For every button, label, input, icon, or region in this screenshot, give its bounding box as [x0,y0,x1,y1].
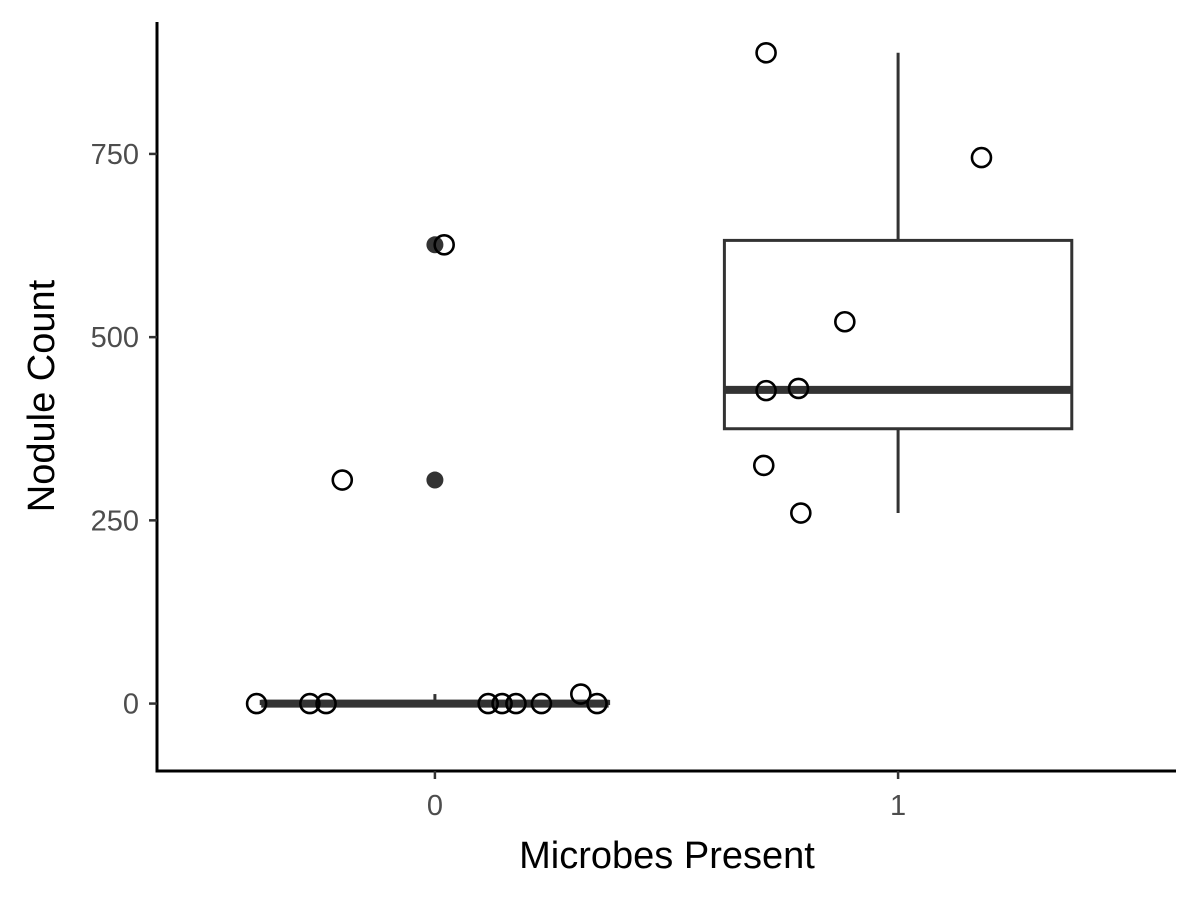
data-point [530,692,553,715]
y-tick-label: 500 [91,322,139,354]
data-point [245,692,268,715]
data-point [755,379,777,402]
data-point [299,692,321,715]
x-tick-label: 1 [890,790,906,822]
data-point [790,502,812,524]
data-point [755,41,777,64]
x-tick-label: 0 [427,790,443,822]
y-axis-title: Nodule Count [21,279,63,512]
box-iqr [722,238,1074,431]
y-tick-label: 0 [123,689,139,721]
data-point [586,692,608,715]
data-point [787,377,810,400]
plot-panel [245,41,1074,715]
data-point [315,692,337,715]
data-point [433,233,455,256]
y-tick-label: 750 [91,139,139,171]
data-point [331,469,354,491]
data-point [477,692,499,715]
data-point [491,692,513,715]
data-point [834,310,856,333]
x-axis-title: Microbes Present [519,835,815,877]
y-tick-label: 250 [91,505,139,537]
data-point [505,692,527,715]
data-point [970,146,993,169]
outlier-point [426,471,444,489]
data-point [570,683,592,705]
data-point [752,454,775,477]
axes: 0 250 500 750 0 1 [91,22,1176,822]
